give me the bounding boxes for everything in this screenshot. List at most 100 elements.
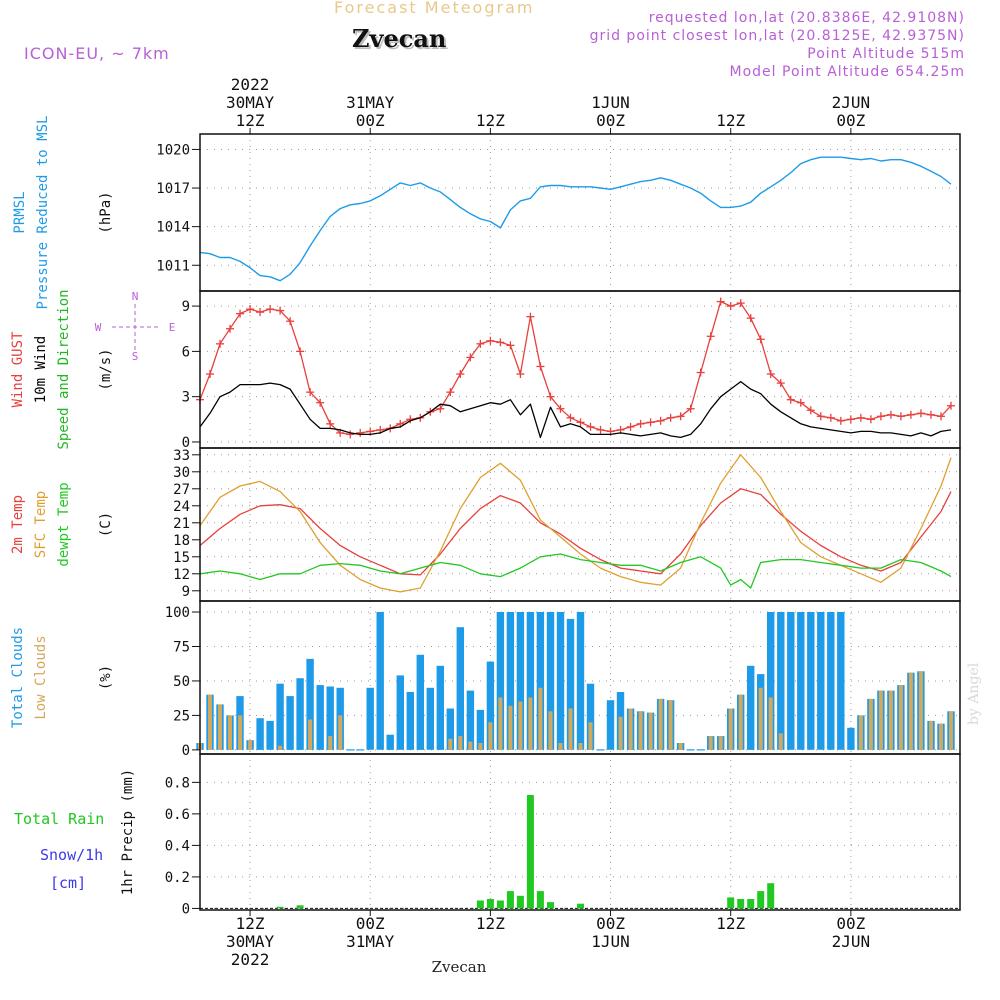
temperature-ytick-label: 30 <box>173 465 190 481</box>
total-cloud-bar <box>276 683 284 750</box>
total-cloud-bar <box>797 612 805 750</box>
total-cloud-bar <box>466 690 475 750</box>
low-cloud-bar <box>628 708 633 750</box>
rain-bar <box>486 899 494 909</box>
wind-wind10m-line <box>199 380 952 439</box>
wind-unit-label: (m/s) <box>98 348 114 390</box>
temperature-ytick-label: 12 <box>173 567 190 583</box>
rain-bar <box>767 883 775 909</box>
low-cloud-bar <box>778 733 783 750</box>
low-cloud-bar <box>678 743 683 750</box>
gridpoint-coords: grid point closest lon,lat (20.8125E, 42… <box>589 28 965 44</box>
precip-side-label: Snow/1h <box>40 846 103 864</box>
total-cloud-bar <box>446 708 454 750</box>
precip-side-label: Total Rain <box>14 810 104 828</box>
low-cloud-bar <box>858 715 863 750</box>
compass-east: E <box>169 321 176 334</box>
top-time-label: 2JUN <box>832 93 871 112</box>
low-cloud-bar <box>548 711 553 750</box>
rain-bar <box>536 891 544 909</box>
pressure-side-label: Pressure Reduced to MSL <box>35 116 51 310</box>
bottom-time-label: 12Z <box>716 914 745 933</box>
bottom-time-label: 1JUN <box>591 932 630 951</box>
temperature-t2m-line <box>199 488 952 576</box>
temperature-unit-label: (C) <box>98 512 114 537</box>
precip-unit-label: 1hr Precip (mm) <box>120 769 136 895</box>
precip-frame <box>199 753 961 911</box>
temperature-ytick-label: 15 <box>173 550 190 566</box>
total-cloud-bar <box>606 700 615 750</box>
total-cloud-bar <box>817 612 825 750</box>
clouds-side-label: Low Clouds <box>33 635 49 719</box>
total-cloud-bar <box>326 686 334 750</box>
total-cloud-bar <box>536 612 545 750</box>
temperature-side-label: 2m Temp <box>10 495 26 554</box>
model-altitude: Model Point Altitude 654.25m <box>729 64 965 80</box>
low-cloud-bar <box>768 697 773 750</box>
footer-location-label: Zvecan <box>432 958 487 976</box>
total-cloud-bar <box>516 612 525 750</box>
total-cloud-bar <box>546 612 555 750</box>
total-cloud-bar <box>366 687 374 750</box>
total-cloud-bar <box>586 683 595 750</box>
low-cloud-bar <box>738 694 743 750</box>
low-cloud-bar <box>878 690 883 750</box>
top-time-label: 30MAY <box>226 93 275 112</box>
low-cloud-bar <box>758 687 763 750</box>
point-altitude: Point Altitude 515m <box>807 46 965 62</box>
bottom-time-label: 00Z <box>836 914 865 933</box>
total-cloud-bar <box>456 627 464 750</box>
low-cloud-bar <box>618 716 623 750</box>
total-cloud-bar <box>807 612 815 750</box>
total-cloud-bar <box>847 727 855 750</box>
top-time-label: 31MAY <box>346 93 395 112</box>
temperature-ytick-label: 21 <box>173 516 190 532</box>
compass-south: S <box>132 350 139 363</box>
total-cloud-bar <box>556 612 565 750</box>
top-time-label: 12Z <box>716 111 745 130</box>
total-cloud-bar <box>386 734 394 750</box>
wind-side-label: Wind GUST <box>10 331 26 407</box>
bottom-time-label: 12Z <box>476 914 505 933</box>
low-cloud-bar <box>328 736 333 750</box>
label-layer: 1011 1014 1017 1020 PRMSL Pressure Reduced to… <box>10 75 870 969</box>
rain-bar <box>496 900 504 909</box>
low-cloud-bar <box>658 698 663 750</box>
clouds-ytick-label: 25 <box>173 708 190 724</box>
top-time-label: 12Z <box>476 111 505 130</box>
total-cloud-bar <box>506 612 515 750</box>
low-cloud-bar <box>248 740 253 750</box>
total-cloud-bar <box>837 612 845 750</box>
total-cloud-bar <box>566 618 575 750</box>
total-cloud-bar <box>376 612 384 750</box>
pressure-ytick-label: 1011 <box>156 258 190 274</box>
bottom-time-label: 12Z <box>236 914 265 933</box>
bottom-time-label: 2022 <box>231 950 270 969</box>
temperature-ytick-label: 27 <box>173 482 190 498</box>
total-cloud-bar <box>266 720 274 750</box>
low-cloud-bar <box>568 708 573 750</box>
low-cloud-bar <box>228 715 232 750</box>
rain-bar <box>547 902 554 909</box>
frame-layer <box>192 128 961 916</box>
total-cloud-bar <box>416 654 424 750</box>
low-cloud-bar <box>208 694 212 750</box>
pressure-ytick-label: 1014 <box>156 220 190 236</box>
rain-bar <box>577 903 584 909</box>
temperature-ytick-label: 33 <box>173 448 190 464</box>
total-cloud-bar <box>767 612 775 750</box>
low-cloud-bar <box>238 715 243 750</box>
low-cloud-bar <box>908 672 913 750</box>
top-time-label: 00Z <box>356 111 385 130</box>
pressure-ytick-label: 1020 <box>156 142 190 158</box>
precip-ytick-label: 0.8 <box>165 775 190 791</box>
bottom-time-label: 00Z <box>596 914 625 933</box>
temperature-dewpt-line <box>199 553 952 589</box>
temperature-ytick-label: 18 <box>173 533 190 549</box>
temperature-ytick-label: 24 <box>173 499 190 515</box>
meteogram-title: Forecast Meteogram <box>334 0 535 17</box>
total-cloud-bar <box>436 665 444 750</box>
low-cloud-bar <box>498 697 503 750</box>
low-cloud-bar <box>648 712 653 750</box>
